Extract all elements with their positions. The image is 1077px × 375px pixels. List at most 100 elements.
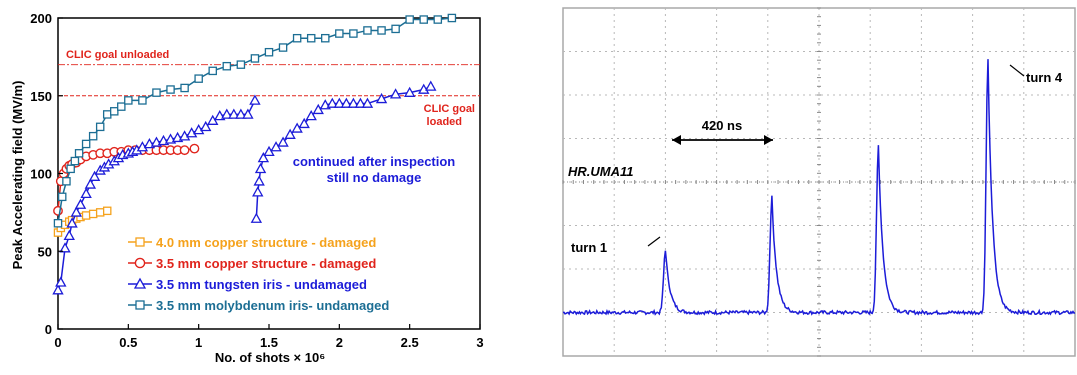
data-point-square: [135, 237, 145, 247]
interval-label: 420 ns: [702, 118, 742, 133]
data-point-triangle: [250, 212, 263, 223]
legend-label: 3.5 mm molybdenum iris- undamaged: [156, 298, 389, 313]
data-point-triangle: [242, 108, 254, 119]
data-point-square: [138, 96, 147, 105]
data-point-triangle: [221, 108, 233, 119]
data-point-square: [95, 208, 105, 217]
scope-grid: [562, 7, 1076, 357]
data-point-triangle: [66, 217, 78, 228]
legend-entry: 3.5 mm molybdenum iris- undamaged: [128, 298, 389, 313]
x-tick-label: 1: [195, 335, 202, 350]
data-point-square: [405, 15, 414, 24]
data-point-square: [110, 107, 119, 116]
x-axis-label: No. of shots × 10⁶: [215, 350, 325, 365]
legend-label: 3.5 mm tungsten iris - undamaged: [156, 277, 367, 292]
data-point-square: [419, 15, 428, 24]
legend-entry: 3.5 mm copper structure - damaged: [128, 256, 376, 271]
x-tick-label: 2.5: [401, 335, 419, 350]
y-tick-label: 100: [30, 167, 52, 182]
turn-4-pointer: [1009, 64, 1025, 77]
data-point-triangle: [84, 178, 97, 189]
data-point-square: [102, 206, 112, 216]
signal-label: HR.UMA11: [568, 164, 634, 179]
data-point-square: [433, 15, 443, 24]
turn-1-pointer: [647, 236, 661, 247]
data-point-triangle: [80, 187, 92, 199]
data-point-square: [88, 131, 98, 141]
data-point-square: [447, 13, 457, 23]
scope-plot: HR.UMA11 420 ns turn 1 turn 4: [562, 7, 1076, 357]
data-point-square: [124, 96, 133, 105]
data-point-triangle: [88, 170, 101, 181]
data-point-square: [208, 66, 217, 76]
x-tick-label: 3: [476, 335, 483, 350]
data-point-square: [117, 102, 126, 111]
data-point-circle: [179, 145, 190, 156]
y-tick-label: 150: [30, 89, 52, 104]
data-point-square: [88, 209, 98, 219]
ref-label-unloaded: CLIC goal unloaded: [66, 49, 169, 61]
data-point-triangle: [133, 277, 147, 289]
ref-label-loaded-1: CLIC goal: [424, 103, 475, 115]
legend-entry: 3.5 mm tungsten iris - undamaged: [128, 277, 367, 292]
series-1: [53, 143, 200, 216]
data-point-square: [66, 164, 75, 174]
data-point-square: [391, 24, 400, 34]
data-point-square: [57, 192, 67, 202]
legend-label: 3.5 mm copper structure - damaged: [156, 256, 376, 271]
axis-ticks: 0 0.5 1 1.5 2 2.5 3 0 50 100 150 200: [30, 11, 483, 350]
data-point-square: [166, 85, 175, 94]
series-group: [52, 13, 457, 295]
data-point-square: [95, 122, 105, 132]
annotation-no-damage: still no damage: [327, 170, 422, 185]
data-point-triangle: [199, 120, 212, 132]
data-point-triangle: [298, 117, 310, 129]
data-point-triangle: [326, 97, 339, 108]
x-tick-label: 0: [54, 335, 61, 350]
legend-entry: 4.0 mm copper structure - damaged: [128, 235, 376, 250]
data-point-square: [74, 149, 84, 158]
data-point-square: [62, 177, 71, 186]
data-point-square: [53, 219, 63, 228]
data-point-triangle: [347, 97, 360, 108]
data-point-triangle: [253, 175, 265, 186]
series-4: [53, 13, 457, 228]
left-chart: 0 0.5 1 1.5 2 2.5 3 0 50 100 150 200 No. of shots ×…: [0, 0, 500, 370]
data-point-square: [152, 88, 161, 97]
data-point-square: [180, 83, 189, 93]
data-point-triangle: [425, 80, 437, 91]
data-point-square: [250, 54, 260, 63]
legend: 4.0 mm copper structure - damaged 3.5 mm …: [128, 235, 389, 313]
scope-trace: [562, 59, 1076, 316]
data-point-square: [292, 33, 302, 43]
data-point-triangle: [70, 206, 82, 217]
data-point-triangle: [257, 152, 270, 163]
data-point-square: [306, 33, 316, 43]
data-point-triangle: [52, 284, 64, 295]
data-point-triangle: [59, 242, 71, 253]
data-point-triangle: [63, 229, 75, 241]
field-vs-shots-plot: 0 0.5 1 1.5 2 2.5 3 0 50 100 150 200 No. of shots ×…: [10, 11, 484, 365]
data-point-triangle: [354, 97, 367, 108]
series-0: [53, 206, 112, 237]
data-point-triangle: [389, 88, 402, 99]
data-point-square: [264, 47, 274, 57]
data-point-triangle: [55, 276, 67, 287]
data-point-triangle: [277, 136, 289, 147]
data-point-square: [194, 74, 203, 83]
data-point-square: [236, 60, 246, 69]
data-point-triangle: [340, 97, 353, 108]
data-point-triangle: [284, 128, 296, 139]
data-point-square: [81, 139, 91, 149]
peak-label-turn-4: turn 4: [1026, 70, 1063, 85]
data-point-square: [222, 61, 232, 71]
data-point-triangle: [361, 97, 374, 108]
data-point-square: [321, 33, 330, 43]
y-tick-label: 50: [38, 244, 52, 259]
x-tick-label: 2: [336, 335, 343, 350]
y-tick-label: 0: [45, 322, 52, 337]
data-point-square: [349, 29, 358, 38]
data-point-circle: [134, 257, 146, 269]
y-tick-label: 200: [30, 11, 52, 26]
data-point-circle: [189, 143, 200, 154]
